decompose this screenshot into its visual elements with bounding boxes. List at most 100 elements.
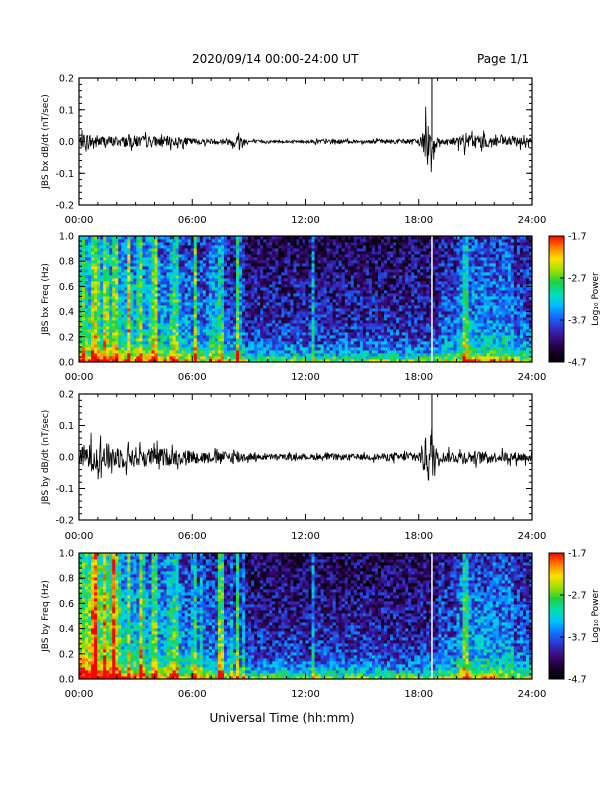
heatmap-cell (193, 269, 198, 273)
heatmap-cell (281, 305, 285, 309)
heatmap-cell (208, 323, 213, 327)
heatmap-cell (326, 320, 331, 324)
heatmap-cell (94, 308, 98, 312)
heatmap-cell (223, 320, 228, 324)
heatmap-cell (236, 263, 240, 267)
heatmap-cell (193, 302, 198, 306)
heatmap-cell (302, 338, 306, 342)
heatmap-cell (384, 341, 388, 345)
heatmap-cell (350, 311, 355, 315)
heatmap-cell (402, 263, 406, 267)
heatmap-cell (172, 344, 177, 348)
heatmap-cell (193, 263, 198, 267)
heatmap-cell (359, 266, 364, 270)
heatmap-cell (384, 308, 388, 312)
heatmap-cell (311, 287, 315, 291)
heatmap-cell (181, 314, 186, 318)
heatmap-cell (275, 344, 279, 348)
heatmap-cell (199, 329, 204, 333)
heatmap-cell (326, 245, 331, 249)
heatmap-cell (154, 320, 158, 324)
heatmap-cell (365, 245, 370, 249)
heatmap-cell (320, 257, 325, 261)
heatmap-cell (211, 314, 216, 318)
heatmap-cell (272, 254, 276, 258)
heatmap-cell (260, 281, 264, 285)
heatmap-cell (257, 242, 261, 246)
heatmap-cell (411, 302, 415, 306)
heatmap-cell (299, 341, 303, 345)
heatmap-cell (233, 320, 237, 324)
heatmap-cell (142, 236, 146, 240)
heatmap-cell (187, 278, 192, 282)
heatmap-cell (287, 326, 291, 330)
heatmap-cell (311, 332, 315, 336)
heatmap-cell (151, 290, 155, 294)
heatmap-cell (226, 257, 231, 261)
heatmap-cell (217, 236, 222, 240)
heatmap-cell (242, 359, 246, 363)
heatmap-cell (142, 245, 146, 249)
heatmap-cell (175, 317, 180, 321)
heatmap-cell (263, 323, 267, 327)
heatmap-cell (175, 320, 180, 324)
heatmap-cell (91, 296, 95, 300)
heatmap-cell (163, 296, 167, 300)
heatmap-cell (178, 281, 183, 285)
heatmap-cell (121, 299, 125, 303)
heatmap-cell (368, 347, 373, 351)
heatmap-cell (184, 287, 189, 291)
heatmap-cell (323, 350, 328, 354)
heatmap-cell (390, 275, 394, 279)
heatmap-cell (214, 299, 219, 303)
heatmap-cell (408, 341, 412, 345)
heatmap-cell (266, 272, 270, 276)
heatmap-cell (423, 317, 427, 321)
heatmap-cell (323, 275, 328, 279)
heatmap-cell (130, 359, 134, 363)
heatmap-cell (79, 293, 83, 297)
heatmap-cell (103, 266, 107, 270)
heatmap-cell (317, 332, 321, 336)
heatmap-cell (175, 305, 180, 309)
heatmap-cell (311, 281, 315, 285)
heatmap-cell (88, 311, 92, 315)
heatmap-cell (420, 236, 424, 240)
heatmap-cell (281, 332, 285, 336)
heatmap-cell (308, 356, 312, 360)
heatmap-cell (263, 344, 267, 348)
heatmap-cell (317, 266, 321, 270)
heatmap-cell (220, 260, 225, 264)
heatmap-cell (402, 251, 406, 255)
heatmap-cell (326, 323, 331, 327)
heatmap-cell (106, 308, 110, 312)
heatmap-cell (335, 308, 340, 312)
heatmap-cell (112, 287, 116, 291)
heatmap-cell (169, 239, 174, 243)
heatmap-cell (332, 257, 337, 261)
heatmap-cell (311, 308, 315, 312)
heatmap-cell (205, 344, 210, 348)
heatmap-cell (272, 347, 276, 351)
heatmap-cell (359, 314, 364, 318)
heatmap-cell (365, 260, 370, 264)
heatmap-cell (154, 245, 158, 249)
heatmap-cell (299, 242, 303, 246)
heatmap-cell (423, 305, 427, 309)
heatmap-cell (217, 323, 222, 327)
heatmap-cell (317, 275, 321, 279)
heatmap-cell (124, 344, 128, 348)
heatmap-cell (163, 347, 167, 351)
heatmap-cell (85, 275, 89, 279)
heatmap-cell (284, 332, 288, 336)
heatmap-cell (187, 242, 192, 246)
heatmap-cell (420, 359, 424, 363)
heatmap-cell (184, 329, 189, 333)
heatmap-cell (341, 320, 346, 324)
heatmap-cell (251, 338, 255, 342)
heatmap-cell (278, 323, 282, 327)
heatmap-cell (94, 269, 98, 273)
heatmap-cell (296, 311, 300, 315)
heatmap-cell (374, 287, 379, 291)
heatmap-cell (211, 335, 216, 339)
